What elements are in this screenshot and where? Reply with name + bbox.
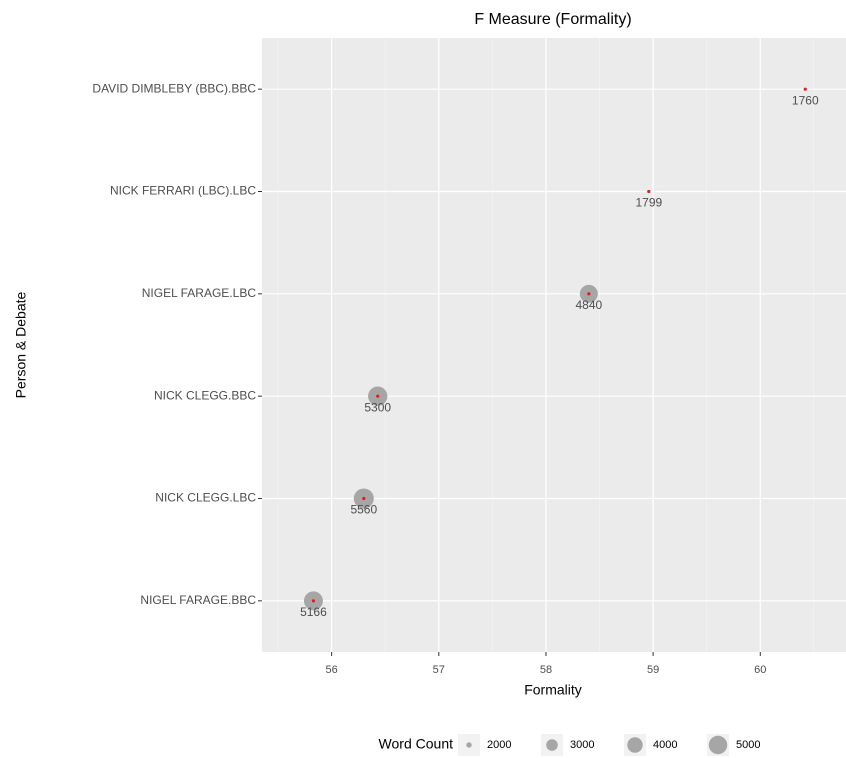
x-tick-label: 56: [326, 664, 338, 676]
data-label: 4840: [575, 298, 602, 312]
x-tick-label: 57: [433, 664, 445, 676]
x-tick-label: 60: [754, 664, 766, 676]
data-label: 1760: [792, 93, 819, 107]
point-center: [311, 599, 316, 603]
point-center: [647, 189, 651, 194]
y-tick-label: NICK FERRARI (LBC).LBC: [110, 184, 256, 198]
data-label: 1799: [635, 196, 662, 210]
y-tick-label: NICK CLEGG.BBC: [154, 388, 256, 402]
data-label: 5300: [364, 400, 391, 414]
y-tick-label: NIGEL FARAGE.BBC: [140, 593, 256, 607]
legend-label: 2000: [487, 739, 511, 751]
chart-title: F Measure (Formality): [474, 11, 631, 28]
data-label: 5166: [300, 605, 327, 619]
y-tick-label: DAVID DIMBLEBY (BBC).BBC: [92, 81, 256, 95]
legend-title: Word Count: [379, 736, 454, 752]
legend-symbol: [708, 735, 728, 755]
y-tick-label: NIGEL FARAGE.LBC: [142, 286, 257, 300]
legend-symbol: [466, 742, 472, 748]
plot-panel: [262, 38, 846, 652]
y-axis-label: Person & Debate: [13, 291, 29, 398]
x-tick-label: 58: [540, 664, 552, 676]
legend-label: 5000: [736, 739, 760, 751]
data-label: 5560: [350, 503, 377, 517]
x-tick-label: 59: [647, 664, 659, 676]
point-center: [587, 292, 591, 296]
point-center: [803, 87, 807, 91]
legend-symbol: [546, 739, 558, 751]
point-center: [376, 394, 380, 398]
legend-label: 4000: [653, 739, 677, 751]
point-center: [362, 496, 366, 501]
legend-symbol: [627, 737, 643, 753]
y-tick-label: NICK CLEGG.LBC: [155, 491, 256, 505]
legend-label: 3000: [570, 739, 594, 751]
x-axis-label: Formality: [524, 682, 582, 698]
